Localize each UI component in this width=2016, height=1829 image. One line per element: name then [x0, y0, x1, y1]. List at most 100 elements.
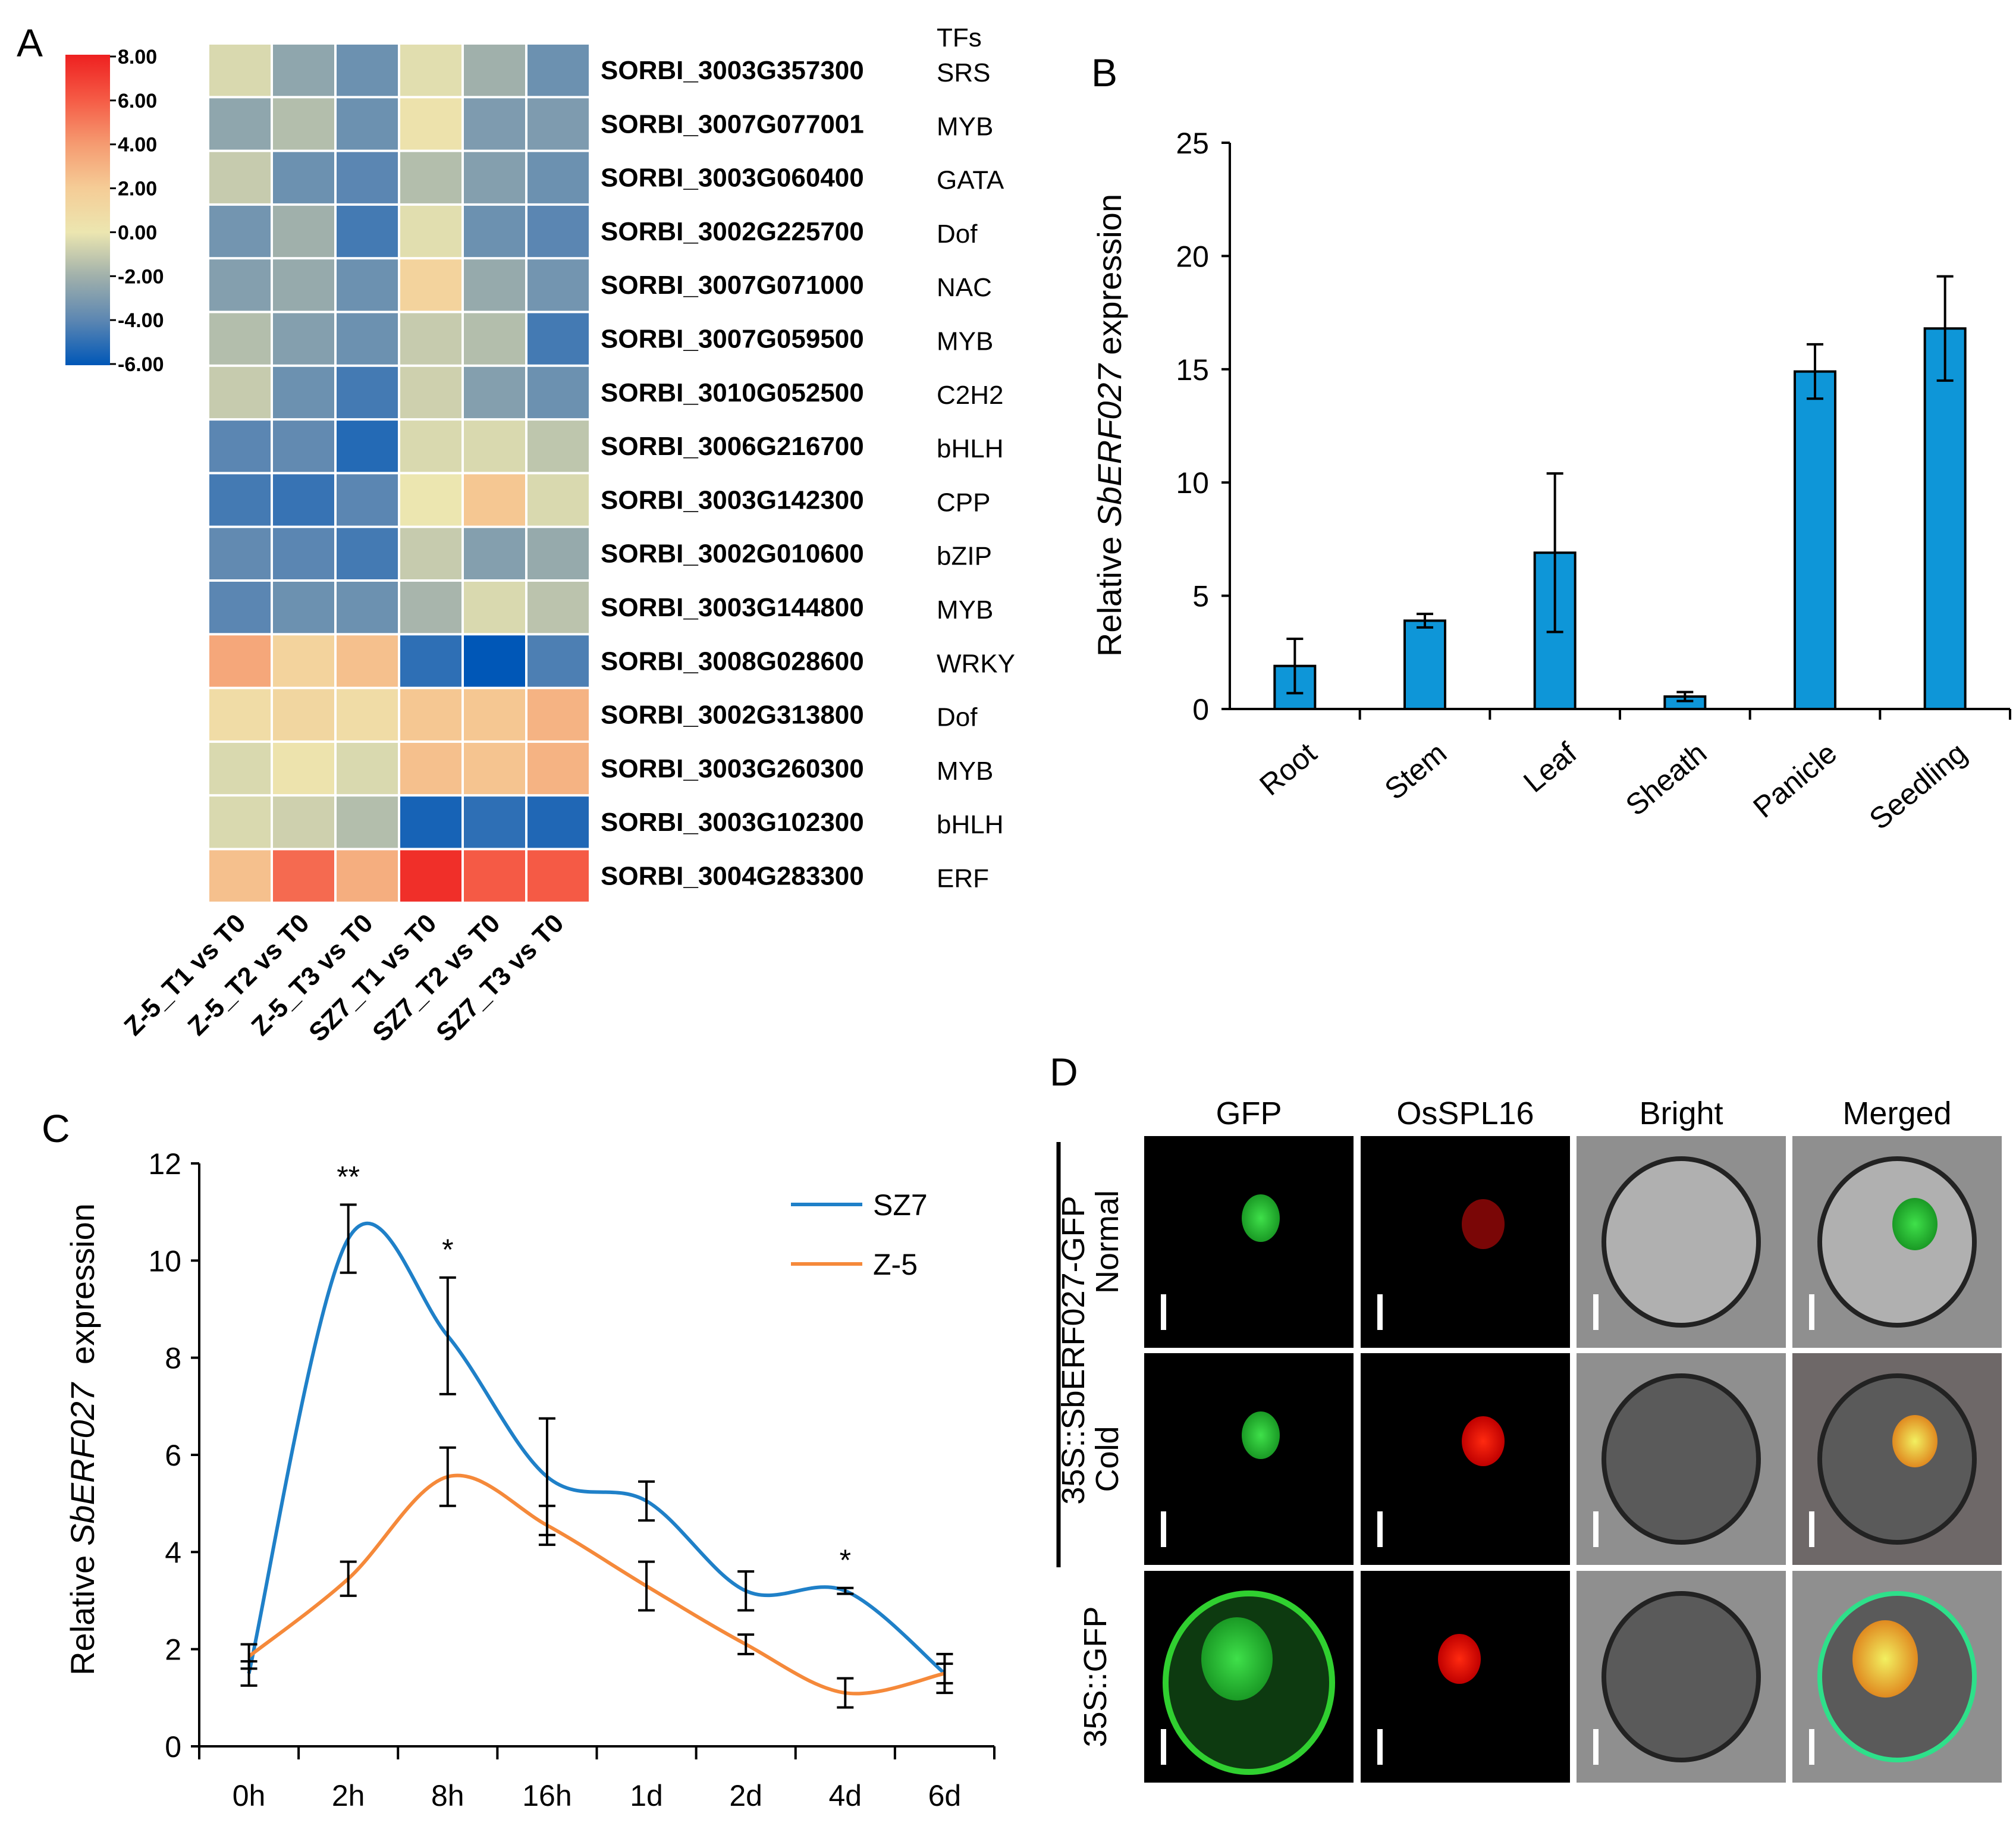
colorbar-tick-label: 6.00 — [118, 90, 157, 112]
bar-x-tick-label: Leaf — [1517, 736, 1583, 799]
gene-label: SORBI_3004G283300 — [601, 862, 864, 891]
heatmap-cell — [527, 528, 589, 579]
heatmap-cell — [337, 45, 398, 96]
colorbar-tick-label: -4.00 — [118, 309, 164, 332]
colorbar-tick-label: -2.00 — [118, 265, 164, 288]
micrograph — [1144, 1136, 1354, 1348]
nucleus-gfp — [1201, 1617, 1273, 1701]
heatmap-cell — [527, 582, 589, 633]
line-x-tick-label: 16h — [522, 1779, 571, 1812]
heatmap-cell — [464, 366, 525, 419]
panel-label-b: B — [1091, 51, 1117, 95]
heatmap-cell — [527, 45, 589, 96]
gene-label: SORBI_3003G260300 — [601, 754, 864, 783]
heatmap-cell — [464, 421, 525, 472]
heatmap-cell — [400, 742, 461, 795]
tf-label: WRKY — [937, 649, 1015, 678]
gene-label: SORBI_3007G077001 — [601, 109, 864, 139]
heatmap-cell — [337, 259, 398, 311]
heatmap-cell — [400, 528, 461, 579]
gene-label: SORBI_3002G225700 — [601, 217, 864, 246]
colorbar-tick-label: 0.00 — [118, 221, 157, 244]
nucleus-marker — [1462, 1416, 1505, 1466]
heatmap-cell — [209, 259, 271, 311]
heatmap-cell — [209, 205, 271, 258]
heatmap-cell — [400, 98, 461, 150]
nucleus-merged — [1892, 1415, 1938, 1467]
scale-bar — [1809, 1511, 1814, 1547]
heatmap-cell — [273, 742, 334, 795]
heatmap-cell — [464, 474, 525, 526]
bar-y-tick-label: 20 — [1176, 240, 1209, 273]
heatmap-cell — [400, 45, 461, 96]
tf-label: NAC — [937, 273, 992, 302]
heatmap-cell — [273, 796, 334, 848]
heatmap-cell — [527, 205, 589, 258]
heatmap-cell — [400, 259, 461, 311]
heatmap-cell — [337, 742, 398, 795]
significance-marker: * — [840, 1543, 851, 1577]
heatmap-cell — [337, 421, 398, 472]
colorbar-tick-label: 4.00 — [118, 134, 157, 156]
colorbar-tick-label: -6.00 — [118, 353, 164, 376]
nucleus-gfp — [1242, 1194, 1280, 1242]
colorbar-tick-label: 8.00 — [118, 46, 157, 68]
colorbar — [65, 55, 110, 365]
row-label: 35S::GFP — [1078, 1606, 1113, 1747]
heatmap-cell — [337, 796, 398, 848]
heatmap-cell — [337, 689, 398, 741]
tf-label: CPP — [937, 488, 990, 517]
bar-y-tick-label: 25 — [1176, 127, 1209, 160]
group-label: 35S::SbERF027-GFP — [1056, 1196, 1091, 1504]
heatmap-cell — [400, 689, 461, 741]
heatmap-cell — [400, 152, 461, 203]
micrograph — [1361, 1353, 1570, 1565]
heatmap-cell — [464, 259, 525, 311]
line-x-tick-label: 8h — [431, 1779, 464, 1812]
bar — [1403, 619, 1446, 711]
legend-label: Z-5 — [873, 1248, 918, 1281]
column-header: OsSPL16 — [1396, 1096, 1534, 1131]
scale-bar — [1377, 1729, 1383, 1765]
column-header: Bright — [1639, 1096, 1723, 1131]
tf-label: C2H2 — [937, 381, 1004, 410]
nucleus-gfp — [1242, 1411, 1280, 1459]
line-x-tick-label: 0h — [233, 1779, 266, 1812]
heatmap-cell — [209, 421, 271, 472]
tf-label: GATA — [937, 166, 1004, 195]
gene-label: SORBI_3010G052500 — [601, 378, 864, 407]
panel-label-c: C — [42, 1106, 70, 1150]
micrograph — [1144, 1353, 1354, 1565]
bar-x-tick-label: Seedling — [1863, 736, 1973, 836]
column-header: Merged — [1842, 1096, 1951, 1131]
gene-label: SORBI_3003G144800 — [601, 593, 864, 622]
protoplast-cell — [1602, 1156, 1761, 1328]
heatmap-cell — [337, 850, 398, 902]
nucleus-marker — [1462, 1199, 1505, 1249]
heatmap-cell — [337, 205, 398, 258]
line-y-tick-label: 4 — [165, 1536, 181, 1569]
tf-label: bZIP — [937, 542, 992, 571]
heatmap-cell — [527, 313, 589, 365]
line-x-tick-label: 1d — [630, 1779, 663, 1812]
heatmap-cell — [273, 528, 334, 579]
bar — [1923, 327, 1967, 710]
heatmap-cell — [464, 742, 525, 795]
tf-label: Dof — [937, 703, 978, 732]
heatmap-cell — [400, 796, 461, 848]
panel-label-d: D — [1050, 1050, 1078, 1094]
significance-marker: * — [442, 1233, 453, 1266]
bar-y-tick-label: 5 — [1192, 580, 1209, 613]
scale-bar — [1161, 1511, 1166, 1547]
scale-bar — [1593, 1511, 1599, 1547]
tf-label: SRS — [937, 58, 990, 87]
heatmap-cell — [400, 474, 461, 526]
column-header: GFP — [1216, 1096, 1282, 1131]
heatmap-cell — [400, 205, 461, 258]
heatmap-cell — [337, 528, 398, 579]
line-y-tick-label: 8 — [165, 1342, 181, 1375]
significance-marker: ** — [337, 1160, 360, 1193]
line-y-axis-label: Relative SbERF027 expression — [64, 1203, 101, 1676]
heatmap-cell — [400, 366, 461, 419]
